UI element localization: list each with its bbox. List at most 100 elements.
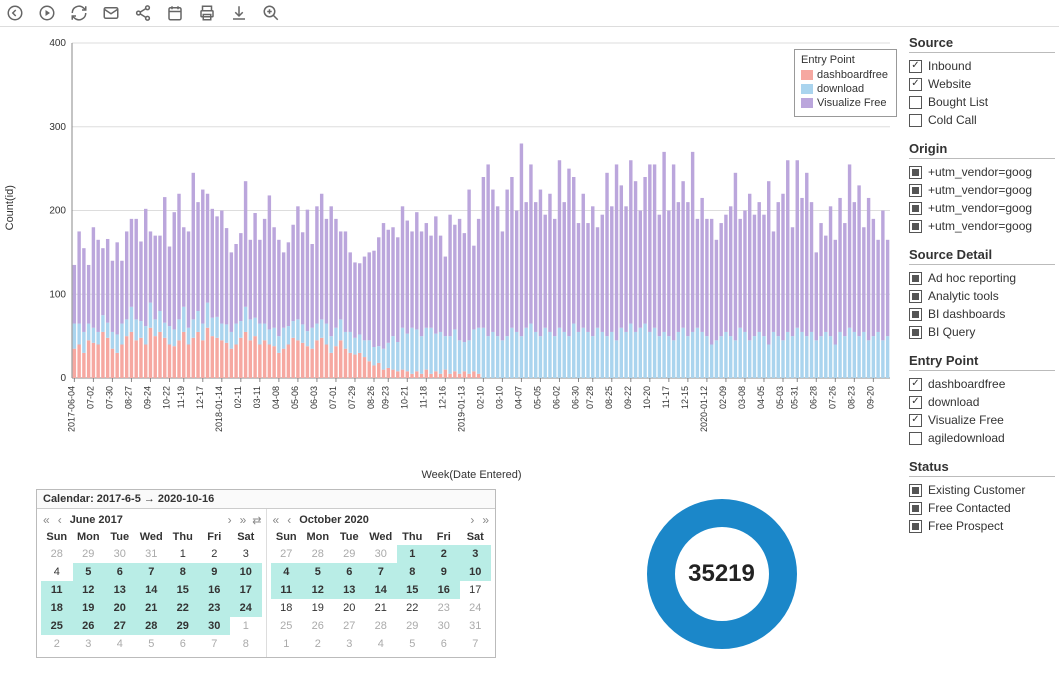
mail-icon[interactable] [102, 4, 120, 22]
share-icon[interactable] [134, 4, 152, 22]
calendar-day[interactable]: 27 [334, 617, 366, 635]
calendar-day[interactable]: 14 [136, 581, 168, 599]
calendar-day[interactable]: 30 [428, 617, 460, 635]
filter-item[interactable]: Cold Call [909, 111, 1055, 129]
calendar-day[interactable]: 7 [460, 635, 492, 653]
filter-item[interactable]: Bought List [909, 93, 1055, 111]
checkbox-icon[interactable] [909, 432, 922, 445]
calendar-day[interactable]: 30 [104, 545, 136, 563]
checkbox-icon[interactable] [909, 378, 922, 391]
calendar-day[interactable]: 23 [199, 599, 231, 617]
calendar-day[interactable]: 30 [365, 545, 397, 563]
checkbox-icon[interactable] [909, 202, 922, 215]
calendar-day[interactable]: 5 [302, 563, 334, 581]
calendar-day[interactable]: 2 [428, 545, 460, 563]
filter-item[interactable]: +utm_vendor=goog [909, 199, 1055, 217]
checkbox-icon[interactable] [909, 308, 922, 321]
play-icon[interactable] [38, 4, 56, 22]
filter-item[interactable]: Free Contacted [909, 499, 1055, 517]
next-month-icon[interactable]: › [468, 513, 476, 527]
calendar-day[interactable]: 20 [104, 599, 136, 617]
filter-item[interactable]: dashboardfree [909, 375, 1055, 393]
calendar-day[interactable]: 22 [167, 599, 199, 617]
calendar-day[interactable]: 26 [73, 617, 105, 635]
checkbox-icon[interactable] [909, 96, 922, 109]
calendar-day[interactable]: 12 [73, 581, 105, 599]
zoom-icon[interactable] [262, 4, 280, 22]
calendar-day[interactable]: 18 [271, 599, 303, 617]
calendar-day[interactable]: 26 [302, 617, 334, 635]
calendar-icon[interactable] [166, 4, 184, 22]
legend-item[interactable]: download [801, 82, 888, 96]
calendar-day[interactable]: 1 [167, 545, 199, 563]
prev-year-icon[interactable]: « [41, 513, 52, 527]
calendar-day[interactable]: 27 [104, 617, 136, 635]
checkbox-icon[interactable] [909, 414, 922, 427]
calendar-day[interactable]: 28 [41, 545, 73, 563]
calendar-day[interactable]: 14 [365, 581, 397, 599]
calendar-day[interactable]: 13 [104, 581, 136, 599]
checkbox-icon[interactable] [909, 484, 922, 497]
calendar-day[interactable]: 5 [73, 563, 105, 581]
calendar-day[interactable]: 28 [365, 617, 397, 635]
checkbox-icon[interactable] [909, 220, 922, 233]
calendar-day[interactable]: 6 [167, 635, 199, 653]
legend-item[interactable]: dashboardfree [801, 68, 888, 82]
print-icon[interactable] [198, 4, 216, 22]
checkbox-icon[interactable] [909, 520, 922, 533]
calendar-day[interactable]: 19 [73, 599, 105, 617]
calendar-day[interactable]: 11 [41, 581, 73, 599]
calendar-day[interactable]: 2 [199, 545, 231, 563]
calendar-day[interactable]: 25 [271, 617, 303, 635]
filter-item[interactable]: Ad hoc reporting [909, 269, 1055, 287]
filter-item[interactable]: Visualize Free [909, 411, 1055, 429]
calendar-day[interactable]: 5 [397, 635, 429, 653]
checkbox-icon[interactable] [909, 60, 922, 73]
calendar-day[interactable]: 15 [167, 581, 199, 599]
calendar-day[interactable]: 16 [428, 581, 460, 599]
calendar-day[interactable]: 29 [334, 545, 366, 563]
calendar-day[interactable]: 8 [397, 563, 429, 581]
calendar-day[interactable]: 17 [230, 581, 262, 599]
calendar-day[interactable]: 1 [271, 635, 303, 653]
checkbox-icon[interactable] [909, 326, 922, 339]
checkbox-icon[interactable] [909, 114, 922, 127]
filter-item[interactable]: Analytic tools [909, 287, 1055, 305]
checkbox-icon[interactable] [909, 184, 922, 197]
calendar-day[interactable]: 27 [271, 545, 303, 563]
calendar-day[interactable]: 6 [104, 563, 136, 581]
prev-year-icon[interactable]: « [271, 513, 282, 527]
calendar-day[interactable]: 1 [230, 617, 262, 635]
filter-item[interactable]: BI dashboards [909, 305, 1055, 323]
calendar-day[interactable]: 5 [136, 635, 168, 653]
filter-item[interactable]: +utm_vendor=goog [909, 181, 1055, 199]
calendar-day[interactable]: 23 [428, 599, 460, 617]
next-year-icon[interactable]: » [238, 513, 249, 527]
filter-item[interactable]: +utm_vendor=goog [909, 217, 1055, 235]
next-month-icon[interactable]: › [226, 513, 234, 527]
prev-month-icon[interactable]: ‹ [285, 513, 293, 527]
calendar-day[interactable]: 21 [136, 599, 168, 617]
calendar-day[interactable]: 9 [199, 563, 231, 581]
legend-item[interactable]: Visualize Free [801, 96, 888, 110]
calendar-day[interactable]: 7 [136, 563, 168, 581]
calendar-day[interactable]: 19 [302, 599, 334, 617]
calendar-day[interactable]: 6 [428, 635, 460, 653]
calendar-day[interactable]: 29 [167, 617, 199, 635]
back-icon[interactable] [6, 4, 24, 22]
calendar-day[interactable]: 10 [230, 563, 262, 581]
filter-item[interactable]: BI Query [909, 323, 1055, 341]
calendar-day[interactable]: 20 [334, 599, 366, 617]
calendar-day[interactable]: 25 [41, 617, 73, 635]
calendar-day[interactable]: 31 [136, 545, 168, 563]
filter-item[interactable]: +utm_vendor=goog [909, 163, 1055, 181]
calendar-day[interactable]: 10 [460, 563, 492, 581]
calendar-day[interactable]: 11 [271, 581, 303, 599]
calendar-swap-icon[interactable]: ⇄ [252, 514, 261, 527]
calendar-day[interactable]: 28 [302, 545, 334, 563]
calendar-day[interactable]: 29 [397, 617, 429, 635]
filter-item[interactable]: Inbound [909, 57, 1055, 75]
calendar-day[interactable]: 8 [167, 563, 199, 581]
checkbox-icon[interactable] [909, 502, 922, 515]
filter-item[interactable]: Existing Customer [909, 481, 1055, 499]
